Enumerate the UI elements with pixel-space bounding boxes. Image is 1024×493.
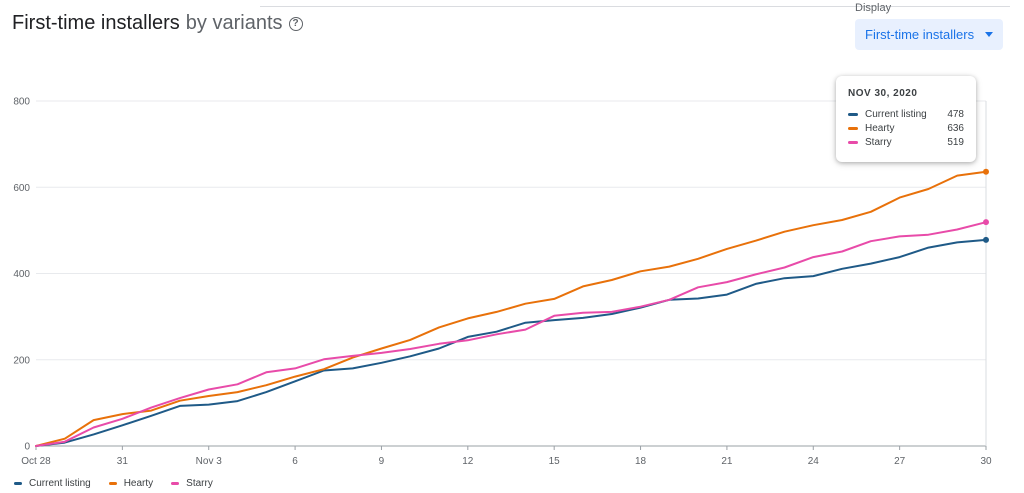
chart-legend: Current listing Hearty Starry [14,478,231,489]
tooltip-swatch-current [848,112,858,116]
tooltip-series-value: 478 [947,108,964,120]
chart-subtitle: by variants [185,12,283,34]
legend-label: Hearty [123,478,154,489]
tooltip-swatch-starry [848,140,858,144]
x-tick-label: 27 [894,456,906,467]
series-line-starry [35,221,987,447]
legend-item-current-listing[interactable]: Current listing [14,478,91,489]
legend-swatch [171,482,180,485]
help-circle-icon[interactable]: ? [288,16,303,31]
display-dropdown[interactable]: First-time installers [855,19,1003,50]
y-tick-label: 600 [13,183,30,194]
x-tick-label: Oct 28 [21,456,51,467]
display-label: Display [855,2,892,14]
chart-tooltip: NOV 30, 2020 Current listing 478 Hearty … [836,76,976,162]
series-line-hearty [35,170,987,447]
y-tick-label: 200 [13,355,30,366]
top-divider [260,6,1010,7]
x-tick-label: 15 [549,456,561,467]
tooltip-series-value: 519 [947,136,964,148]
x-tick-label: 18 [635,456,647,467]
tooltip-swatch-hearty [848,126,858,130]
chart-header: First-time installers by variants ? [12,12,303,35]
tooltip-series-name: Current listing [865,108,927,120]
x-tick-label: 31 [117,456,129,467]
x-tick-label: 24 [808,456,820,467]
y-tick-label: 800 [13,97,30,108]
series-end-point-starry [983,219,989,226]
x-tick-label: Nov 3 [196,456,223,467]
tooltip-row: Hearty 636 [848,121,964,135]
tooltip-series-name: Hearty [865,122,895,134]
y-tick-label: 0 [24,442,30,453]
tooltip-row: Starry 519 [848,135,964,149]
legend-swatch [14,482,22,485]
legend-label: Starry [186,478,213,489]
tooltip-series-value: 636 [947,122,964,134]
legend-label: Current listing [29,478,91,489]
tooltip-date: NOV 30, 2020 [848,88,918,99]
x-tick-label: 21 [721,456,733,467]
x-tick-label: 6 [292,456,298,467]
tooltip-row: Current listing 478 [848,107,964,121]
y-tick-label: 400 [13,269,30,280]
legend-item-hearty[interactable]: Hearty [108,478,154,489]
x-tick-label: 12 [462,456,474,467]
series-end-point-hearty [983,168,989,175]
chart-title: First-time installers [12,12,180,34]
caret-down-icon [985,32,993,37]
x-tick-label: 9 [379,456,385,467]
series-line-current-listing [35,238,987,447]
tooltip-series-name: Starry [865,136,892,148]
series-end-point-current-listing [983,236,989,243]
x-tick-label: 30 [980,456,992,467]
legend-item-starry[interactable]: Starry [171,478,213,489]
display-selected-value: First-time installers [865,27,975,42]
legend-swatch [108,482,117,485]
